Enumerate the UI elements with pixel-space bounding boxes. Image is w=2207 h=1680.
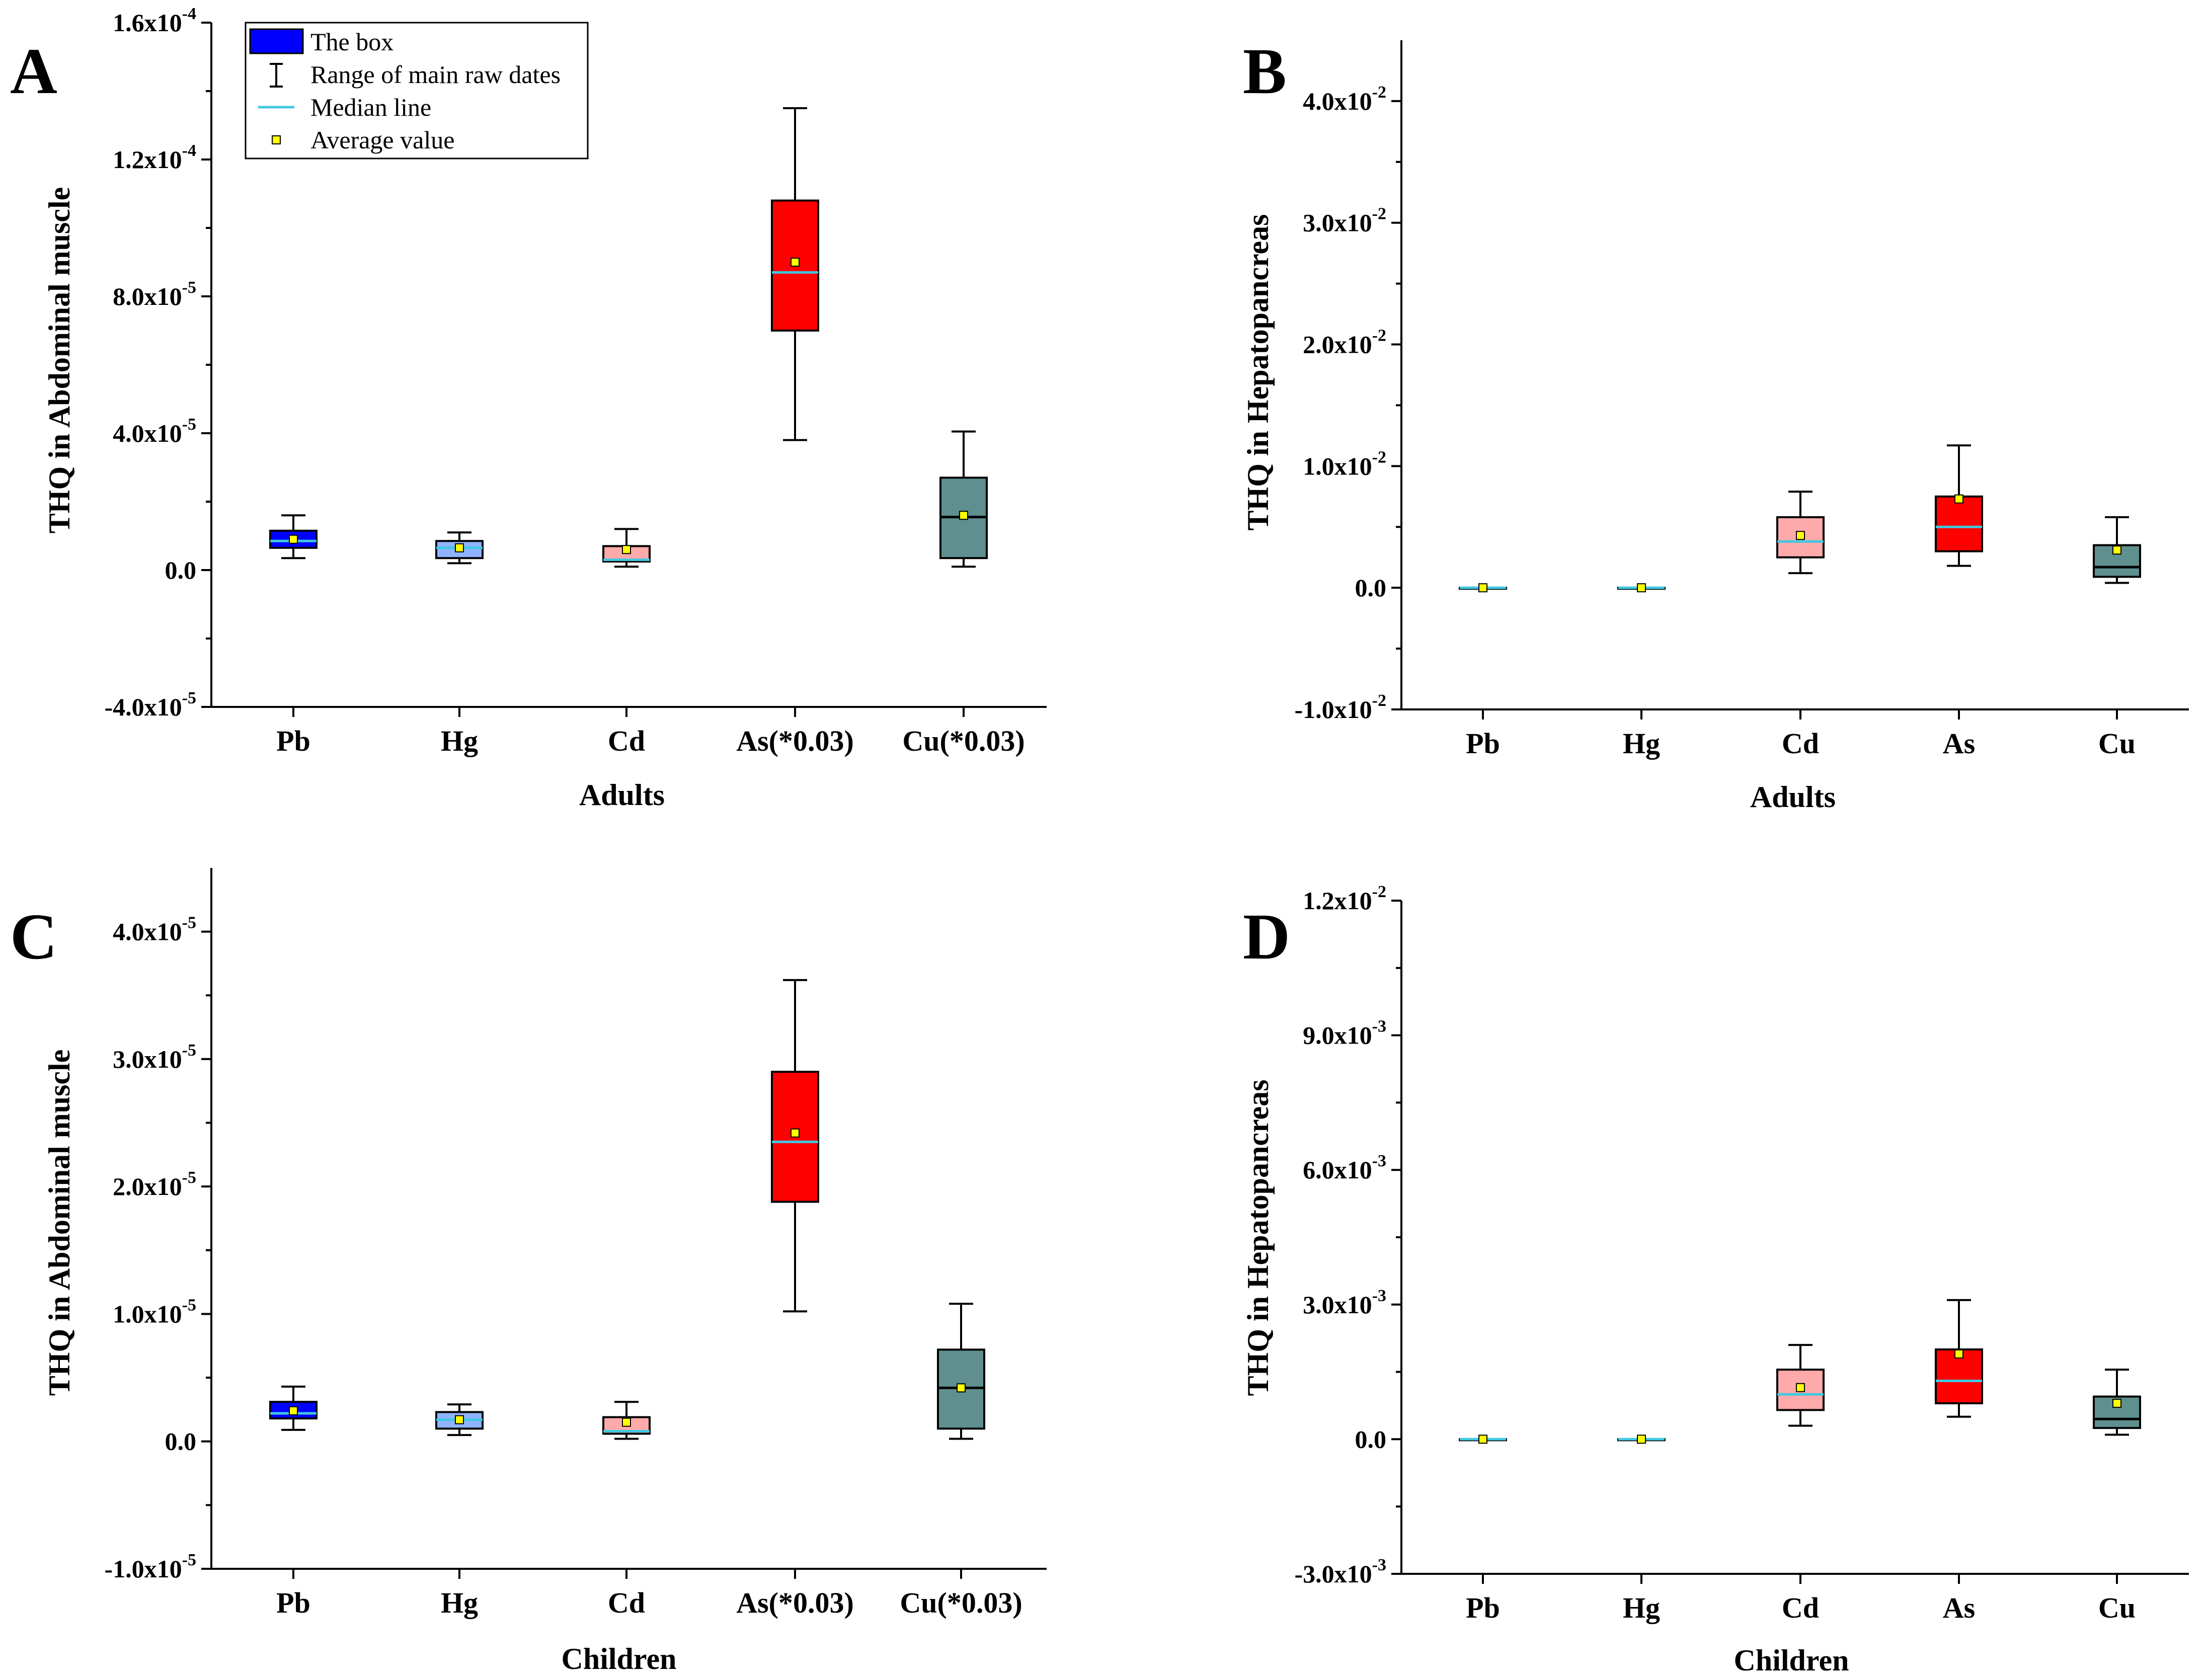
x-axis-title-a: Adults	[579, 778, 665, 812]
average-marker	[791, 1128, 800, 1138]
average-marker	[1954, 1349, 1963, 1358]
whisker-range-icon	[270, 63, 283, 88]
y-tick-label: 4.0x10-5	[113, 415, 196, 447]
panel-b: B Adults THQ in Hepatopancreas -1.0x10-2…	[1241, 35, 2189, 814]
x-tick-label: Cd	[1782, 1591, 1819, 1624]
y-tick-label: -1.0x10-5	[105, 1551, 196, 1583]
box-body	[1935, 495, 1983, 552]
average-marker	[957, 1383, 966, 1393]
y-tick-label: 2.0x10-2	[1303, 327, 1386, 359]
y-tick-label: 4.0x10-2	[1303, 83, 1386, 115]
y-tick-label: 1.0x10-5	[113, 1296, 196, 1328]
x-tick-label: Cu	[2098, 1591, 2136, 1624]
panel-a: A Adults THQ in Abdominal muscle -4.0x10…	[10, 5, 1047, 812]
y-tick-label: 8.0x10-5	[113, 278, 196, 310]
average-marker	[455, 543, 464, 552]
y-tick-label: 3.0x10-2	[1303, 205, 1386, 237]
panel-c: C Children THQ in Abdominal muscle -1.0x…	[10, 868, 1047, 1675]
x-tick-label: Hg	[441, 1586, 478, 1619]
y-tick-label: 0.0	[1355, 574, 1387, 602]
average-marker	[1954, 494, 1963, 504]
average-marker	[1478, 1434, 1487, 1444]
legend: The box Range of main raw dates Median l…	[245, 22, 589, 159]
legend-label-range: Range of main raw dates	[310, 60, 561, 89]
y-axis-title-a: THQ in Abdominal muscle	[43, 187, 76, 533]
average-marker	[289, 534, 298, 544]
average-marker-icon	[272, 135, 281, 144]
average-marker	[959, 511, 968, 520]
x-axis-title-d: Children	[1734, 1644, 1849, 1677]
y-axis-title-b: THQ in Hepatopancreas	[1241, 214, 1275, 531]
average-marker	[289, 1406, 298, 1415]
x-tick-label: Cu(*0.03)	[902, 725, 1024, 757]
y-tick-label: 3.0x10-3	[1303, 1287, 1386, 1319]
y-tick-label: 9.0x10-3	[1303, 1017, 1386, 1050]
panel-letter-c: C	[10, 901, 57, 973]
x-axis-title-c: Children	[562, 1642, 677, 1675]
average-marker	[1796, 531, 1805, 540]
average-marker	[622, 545, 631, 554]
average-marker	[2112, 1399, 2121, 1408]
y-tick-label: 1.6x10-4	[113, 5, 196, 37]
x-axis-title-b: Adults	[1750, 780, 1836, 814]
y-tick-label: 1.2x10-4	[113, 141, 196, 174]
legend-label-box: The box	[310, 28, 393, 56]
average-marker	[791, 258, 800, 267]
y-tick-label: 6.0x10-3	[1303, 1152, 1386, 1184]
panel-letter-b: B	[1243, 35, 1287, 108]
y-axis-title-d: THQ in Hepatopancreas	[1241, 1080, 1275, 1396]
x-tick-label: Cd	[608, 725, 645, 757]
x-tick-label: As(*0.03)	[736, 725, 854, 757]
y-tick-label: 2.0x10-5	[113, 1168, 196, 1201]
y-tick-label: 1.0x10-2	[1303, 448, 1386, 480]
x-tick-label: Cu	[2098, 727, 2136, 760]
y-tick-label: 4.0x10-5	[113, 914, 196, 946]
average-marker	[2112, 545, 2121, 555]
y-tick-label: 0.0	[1355, 1425, 1387, 1453]
x-tick-label: As	[1943, 1591, 1975, 1624]
panel-letter-d: D	[1243, 901, 1290, 973]
x-tick-label: Hg	[441, 725, 478, 757]
y-tick-label: 0.0	[165, 1427, 197, 1456]
legend-label-median: Median line	[310, 93, 431, 121]
x-tick-label: Pb	[1466, 727, 1500, 760]
x-tick-label: Pb	[1466, 1591, 1500, 1624]
x-tick-label: Hg	[1623, 1591, 1660, 1624]
average-marker	[1796, 1383, 1805, 1392]
y-tick-label: -3.0x10-3	[1295, 1556, 1386, 1588]
x-tick-label: Cu(*0.03)	[900, 1586, 1022, 1619]
y-tick-label: 1.2x10-2	[1303, 883, 1386, 915]
legend-label-average: Average value	[310, 126, 454, 154]
average-marker	[1478, 583, 1487, 593]
average-marker	[622, 1417, 631, 1427]
x-tick-label: Hg	[1623, 727, 1660, 760]
box-swatch-icon	[249, 28, 304, 54]
y-axis-title-c: THQ in Abdominal muscle	[43, 1050, 76, 1396]
average-marker	[455, 1415, 464, 1424]
y-tick-label: -1.0x10-2	[1295, 691, 1386, 724]
average-marker	[1637, 1434, 1646, 1444]
y-tick-label: 0.0	[165, 556, 197, 584]
y-tick-label: -4.0x10-5	[105, 689, 196, 721]
y-tick-label: 3.0x10-5	[113, 1041, 196, 1073]
x-tick-label: Pb	[276, 1586, 310, 1619]
x-tick-label: Cd	[608, 1586, 645, 1619]
x-tick-label: Pb	[276, 725, 310, 757]
box-body	[1935, 1348, 1983, 1405]
average-marker	[1637, 583, 1646, 593]
x-tick-label: As(*0.03)	[736, 1586, 854, 1619]
x-tick-label: Cd	[1782, 727, 1819, 760]
x-tick-label: As	[1943, 727, 1975, 760]
panel-d: D Children THQ in Hepatopancreas -3.0x10…	[1241, 883, 2189, 1677]
panel-letter-a: A	[10, 35, 57, 108]
